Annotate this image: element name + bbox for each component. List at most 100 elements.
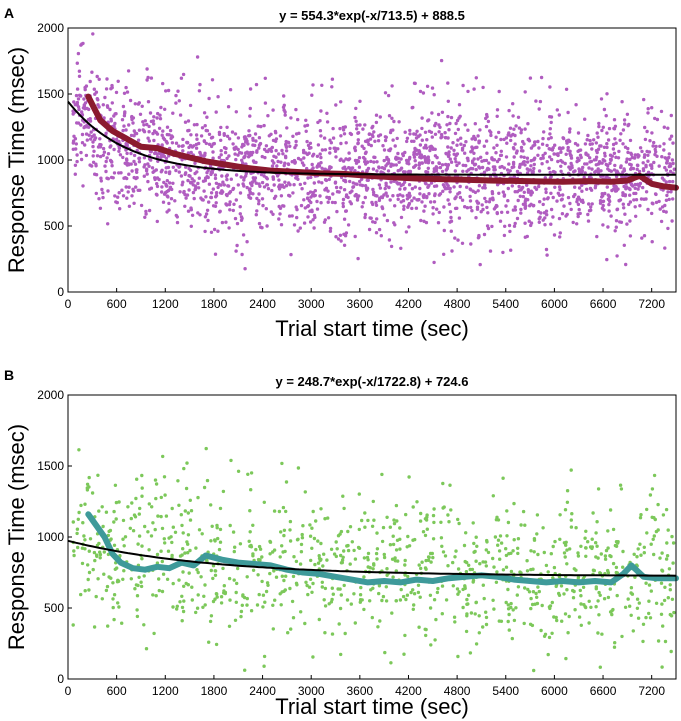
panel-b-data-point xyxy=(144,647,149,651)
panel-a-data-point xyxy=(642,97,646,102)
panel-b-data-point xyxy=(666,596,670,600)
panel-a-data-point xyxy=(378,133,383,137)
panel-a-data-point xyxy=(539,156,543,161)
panel-a-data-point xyxy=(271,108,275,112)
panel-a-data-point xyxy=(169,197,174,201)
panel-a-data-point xyxy=(477,233,481,238)
panel-b-data-point xyxy=(303,490,307,494)
panel-a-data-point xyxy=(219,183,223,187)
panel-a-data-point xyxy=(276,159,280,164)
x-tick-label: 7200 xyxy=(638,684,665,698)
panel-a-data-point xyxy=(495,204,499,208)
panel-b-data-point xyxy=(240,603,244,607)
panel-a-data-point xyxy=(152,122,156,126)
panel-a-data-point xyxy=(576,195,581,199)
panel-b-data-point xyxy=(447,520,451,524)
panel-a-data-point xyxy=(525,183,529,187)
panel-b-data-point xyxy=(381,525,386,530)
panel-a-data-point xyxy=(567,130,572,134)
panel-a-data-point xyxy=(553,143,557,147)
panel-a-data-point xyxy=(537,184,541,189)
panel-a-data-point xyxy=(292,223,297,227)
panel-b-data-point xyxy=(596,631,600,635)
panel-a-data-point xyxy=(414,206,419,210)
panel-b-data-point xyxy=(374,551,379,556)
panel-a-data-point xyxy=(251,136,255,141)
panel-b-data-point xyxy=(453,620,457,624)
panel-a-data-point xyxy=(620,175,624,179)
panel-a-data-point xyxy=(634,191,638,196)
panel-b-data-point xyxy=(465,602,469,606)
panel-a-data-point xyxy=(557,113,561,117)
panel-b-data-point xyxy=(332,552,337,556)
panel-a-data-point xyxy=(545,160,549,164)
panel-a-data-point xyxy=(548,127,552,131)
panel-b-data-point xyxy=(184,581,188,586)
panel-b-data-point xyxy=(341,555,345,559)
panel-a-data-point xyxy=(659,219,664,224)
panel-a-data-point xyxy=(522,160,526,164)
panel-a-data-point xyxy=(524,197,528,201)
panel-a-data-point xyxy=(659,109,664,114)
x-tick-label: 6600 xyxy=(590,297,617,311)
panel-a-data-point xyxy=(495,211,499,215)
panel-a-data-point xyxy=(374,231,379,235)
panel-a-data-point xyxy=(529,223,533,228)
panel-b-data-point xyxy=(638,542,642,546)
panel-a-data-point xyxy=(121,155,125,160)
panel-b-data-point xyxy=(484,548,488,552)
panel-a-data-point xyxy=(386,169,391,173)
panel-b-data-point xyxy=(282,533,286,538)
panel-a-data-point xyxy=(670,158,675,162)
panel-a-data-point xyxy=(478,262,482,267)
panel-a-data-point xyxy=(284,149,289,153)
panel-a-data-point xyxy=(586,212,590,217)
panel-a-data-point xyxy=(504,155,509,159)
panel-a-data-point xyxy=(608,161,612,165)
panel-a-data-point xyxy=(666,126,670,130)
panel-a-data-point xyxy=(311,218,315,222)
panel-a-data-point xyxy=(615,207,619,212)
panel-a-data-point xyxy=(510,165,514,170)
panel-a-data-point xyxy=(207,200,211,204)
panel-a-data-point xyxy=(576,214,580,219)
panel-b-data-point xyxy=(359,585,363,590)
panel-b-data-point xyxy=(642,551,646,555)
panel-a-data-point xyxy=(667,152,671,156)
panel-a-data-point xyxy=(94,191,99,196)
panel-b-data-point xyxy=(648,493,653,497)
panel-b-data-point xyxy=(262,664,266,668)
panel-a-data-point xyxy=(266,114,270,118)
panel-a-data-point xyxy=(216,185,220,190)
panel-a-data-point xyxy=(560,160,565,164)
panel-b-data-point xyxy=(665,554,670,558)
panel-a-data-point xyxy=(588,160,592,164)
panel-a-data-point xyxy=(551,169,556,174)
panel-b-data-point xyxy=(455,587,460,591)
panel-a-data-point xyxy=(590,147,594,151)
panel-a-data-point xyxy=(195,122,199,127)
panel-b-data-point xyxy=(280,574,284,578)
panel-a-data-point xyxy=(306,196,310,201)
panel-a-data-point xyxy=(155,116,159,120)
panel-a-data-point xyxy=(277,152,281,156)
panel-a-data-point xyxy=(566,138,571,142)
x-tick-label: 3000 xyxy=(298,297,325,311)
panel-a-data-point xyxy=(577,186,582,190)
panel-a-data-point xyxy=(587,175,592,179)
panel-a-data-point xyxy=(82,97,86,101)
panel-b-data-point xyxy=(228,523,232,528)
panel-b-data-point xyxy=(196,593,200,597)
panel-b-data-point xyxy=(188,548,192,553)
panel-a-data-point xyxy=(365,186,370,191)
x-tick-label: 4200 xyxy=(395,684,422,698)
panel-a-data-point xyxy=(513,190,517,194)
panel-a-data-point xyxy=(625,222,629,226)
panel-a-data-point xyxy=(163,191,168,195)
panel-b-data-point xyxy=(229,458,233,463)
panel-a-data-point xyxy=(633,182,637,187)
panel-a-data-point xyxy=(267,148,271,152)
panel-a-data-point xyxy=(473,162,478,166)
panel-b-data-point xyxy=(248,530,252,534)
panel-a-data-point xyxy=(117,139,121,144)
